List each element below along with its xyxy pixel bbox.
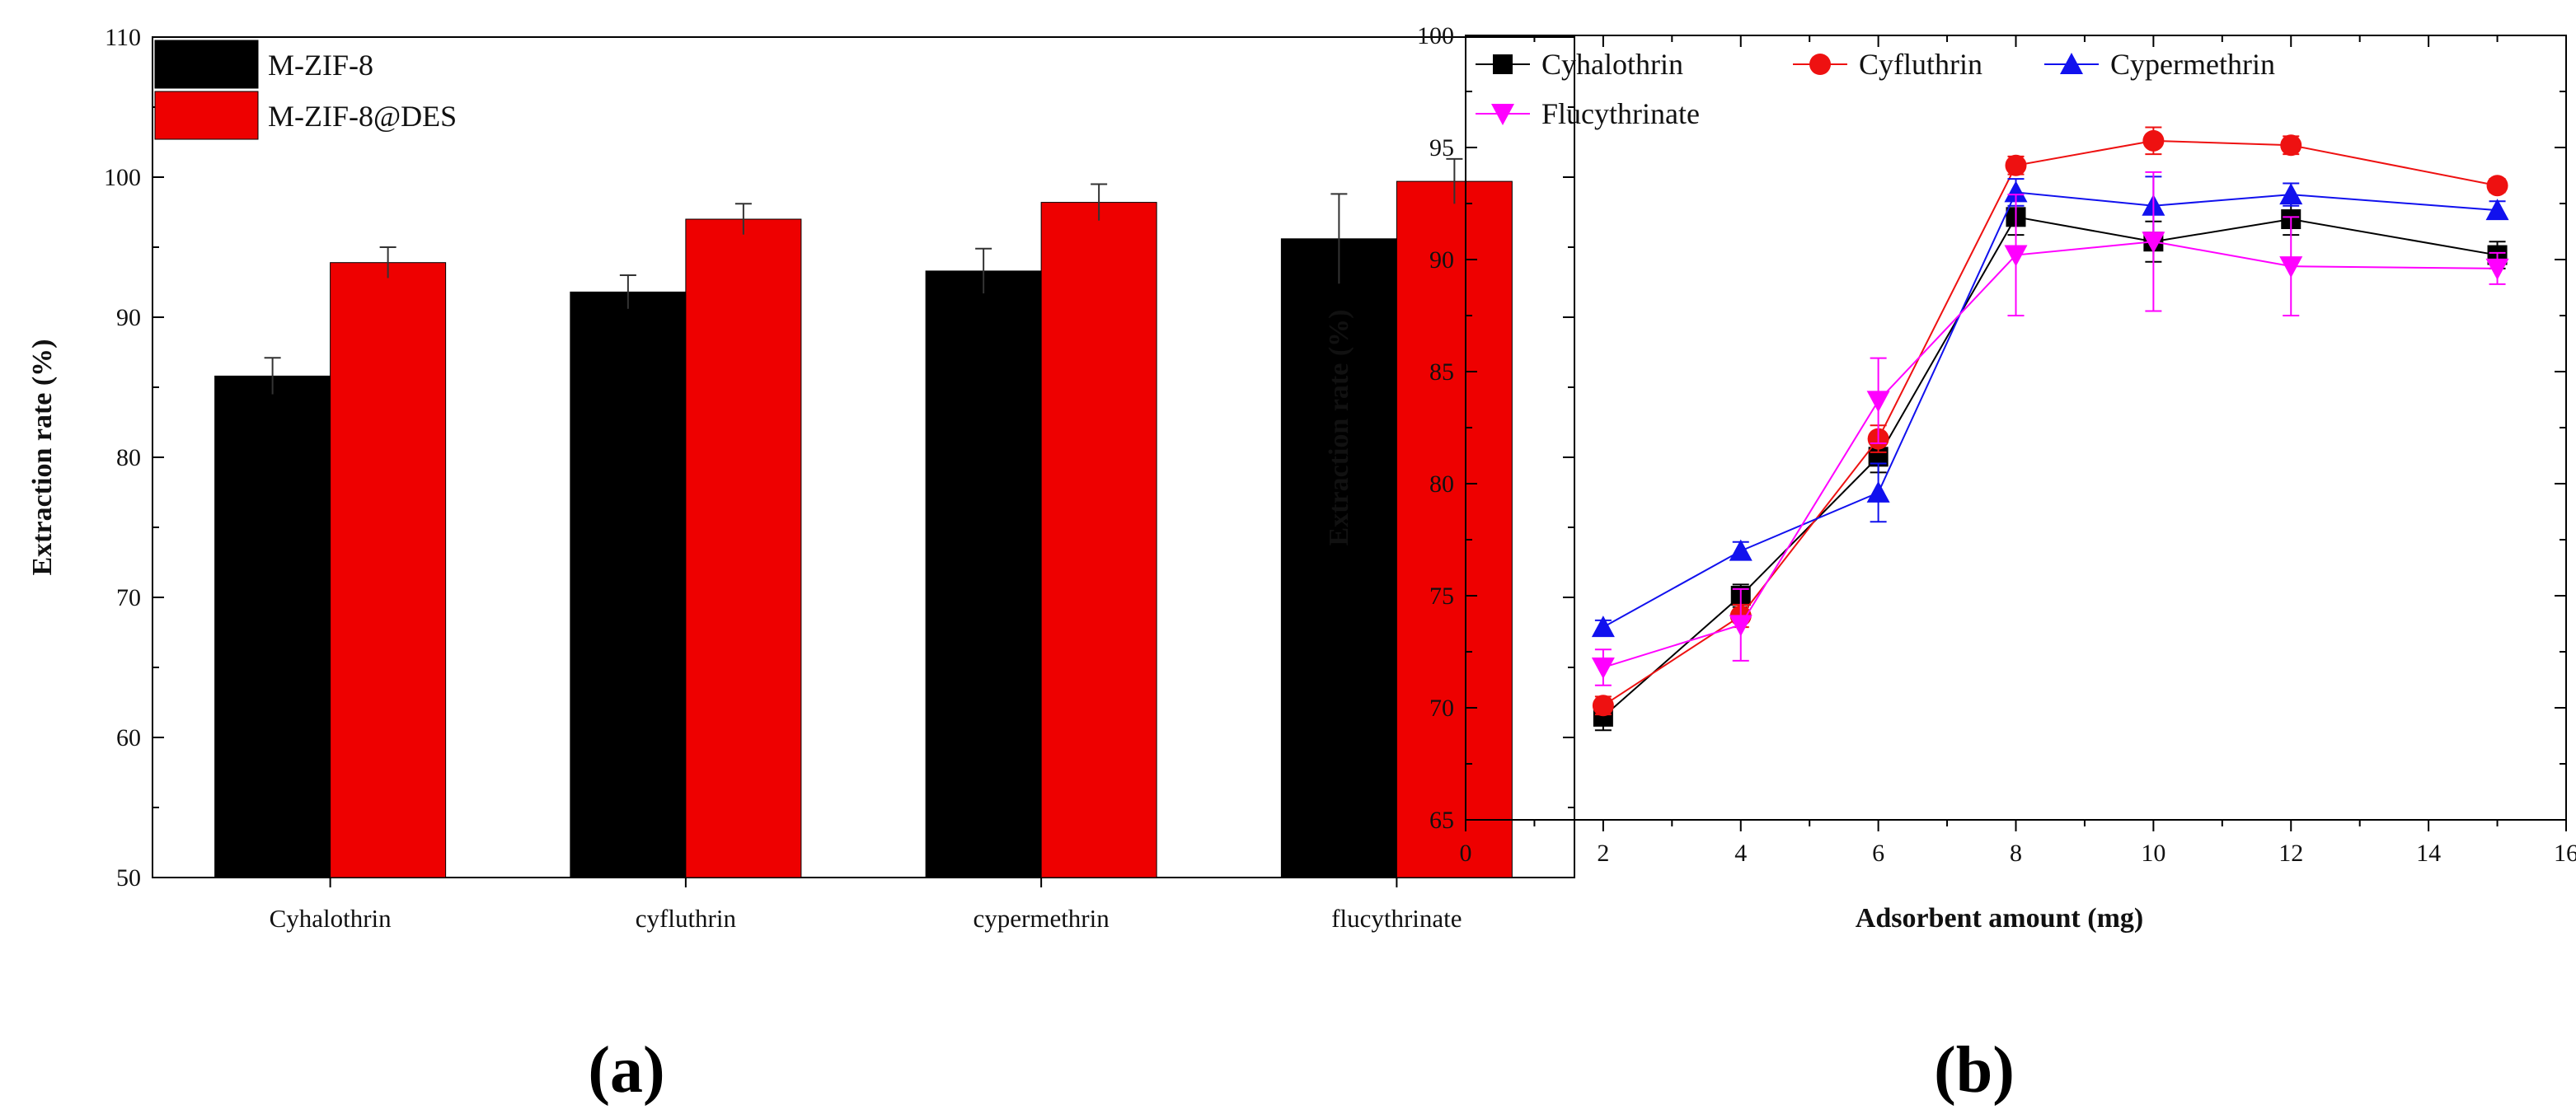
panel-b-data-point <box>2004 245 2028 267</box>
panel-b-data-point <box>1866 391 1890 413</box>
panel-b-x-tick-label: 2 <box>1597 840 1609 867</box>
panel-b-y-tick-label: 95 <box>1429 134 1454 161</box>
panel-a-y-tick-label: 110 <box>105 24 141 51</box>
panel-b-data-point <box>2142 129 2165 152</box>
panel-a-bar <box>1396 180 1513 878</box>
panel-a-category-label: cyfluthrin <box>636 904 737 933</box>
panel-a-y-tick-label: 80 <box>116 444 141 471</box>
panel-a-category-label: Cyhalothrin <box>270 904 392 933</box>
panel-b-data-point <box>1729 615 1753 637</box>
panel-a-y-axis-label: Extraction rate (%) <box>27 339 58 575</box>
panel-b-x-tick-label: 0 <box>1460 840 1472 867</box>
panel-a-label: (a) <box>588 1034 664 1107</box>
panel-b-data-point <box>1866 480 1890 503</box>
panel-b-y-tick-label: 75 <box>1429 583 1454 610</box>
panel-b-x-tick-label: 6 <box>1872 840 1884 867</box>
panel-b-legend-marker <box>1809 54 1831 75</box>
panel-b-y-tick-label: 65 <box>1429 807 1454 834</box>
panel-a-bar <box>1280 238 1397 878</box>
panel-b-legend-marker <box>1491 104 1514 125</box>
panel-a-bar <box>214 375 331 878</box>
panel-a-bar-chart: 50 60 70 80 90 100 110 Cyhalothrin cyfluthrin cyp… <box>27 24 1575 933</box>
panel-b-y-tick-label: 90 <box>1429 246 1454 274</box>
panel-b-x-tick-label: 16 <box>2554 840 2576 867</box>
panel-a-y-tick-label: 70 <box>116 584 141 611</box>
panel-a-bar <box>330 262 447 878</box>
panel-b-legend-label: Flucythrinate <box>1541 97 1700 130</box>
panel-a-bar <box>925 270 1042 878</box>
panel-b-data-point <box>2279 256 2303 278</box>
panel-b-data-point <box>2485 258 2509 280</box>
panel-b-line-chart: 65 70 75 80 85 90 95 100 0 2 4 6 8 10 12 14 16 Adsorbent … <box>1324 22 2576 934</box>
panel-b-x-axis-label: Adsorbent amount (mg) <box>1856 903 2143 934</box>
panel-a-bar <box>570 291 687 878</box>
panel-a-legend-swatch <box>154 40 259 89</box>
panel-b-y-axis-label: Extraction rate (%) <box>1324 309 1354 545</box>
panel-b-data-point <box>2005 154 2027 176</box>
panel-a-legend-label: M-ZIF-8@DES <box>268 100 457 133</box>
panel-a-y-tick-label: 90 <box>116 304 141 331</box>
panel-b-data-point <box>2004 180 2028 203</box>
panel-b-y-tick-label: 85 <box>1429 358 1454 386</box>
panel-b-data-point <box>1729 539 1753 561</box>
panel-b-x-tick-label: 4 <box>1734 840 1747 867</box>
panel-b-label: (b) <box>1934 1034 2015 1107</box>
panel-b-legend-label: Cyhalothrin <box>1541 48 1683 81</box>
panel-a-y-tick-label: 50 <box>116 864 141 892</box>
panel-b-x-tick-label: 8 <box>2010 840 2022 867</box>
panel-b-data-point <box>2142 232 2165 254</box>
panel-b-x-tick-label: 12 <box>2278 840 2303 867</box>
panel-a-bar <box>1040 202 1157 878</box>
panel-b-data-point <box>2486 175 2508 197</box>
panel-a-bar <box>685 218 802 878</box>
panel-b-legend-label: Cyfluthrin <box>1859 48 1982 81</box>
panel-b-legend-marker <box>1493 54 1513 74</box>
panel-a-y-tick-label: 100 <box>104 164 141 191</box>
panel-b-data-point <box>2485 199 2509 221</box>
panel-b-legend-label: Cypermethrin <box>2110 48 2275 81</box>
panel-b-y-tick-label: 80 <box>1429 470 1454 498</box>
panel-b-legend-marker <box>2060 53 2083 74</box>
panel-a-legend-swatch <box>154 91 259 140</box>
panel-b-y-tick-label: 100 <box>1417 22 1454 49</box>
panel-b-x-tick-label: 10 <box>2141 840 2165 867</box>
panel-b-y-tick-label: 70 <box>1429 695 1454 722</box>
panel-b-data-point <box>1592 695 1614 717</box>
panel-a-category-label: cypermethrin <box>973 904 1110 933</box>
panel-a-y-tick-label: 60 <box>116 724 141 751</box>
panel-a-legend-label: M-ZIF-8 <box>268 49 373 82</box>
panel-a-category-label: flucythrinate <box>1331 904 1462 933</box>
panel-b-data-point <box>1591 616 1615 638</box>
panel-b-data-point <box>2280 134 2302 157</box>
panel-b-data-point <box>2279 183 2303 205</box>
panel-b-data-point <box>1591 658 1615 680</box>
panel-b-x-tick-label: 14 <box>2416 840 2441 867</box>
